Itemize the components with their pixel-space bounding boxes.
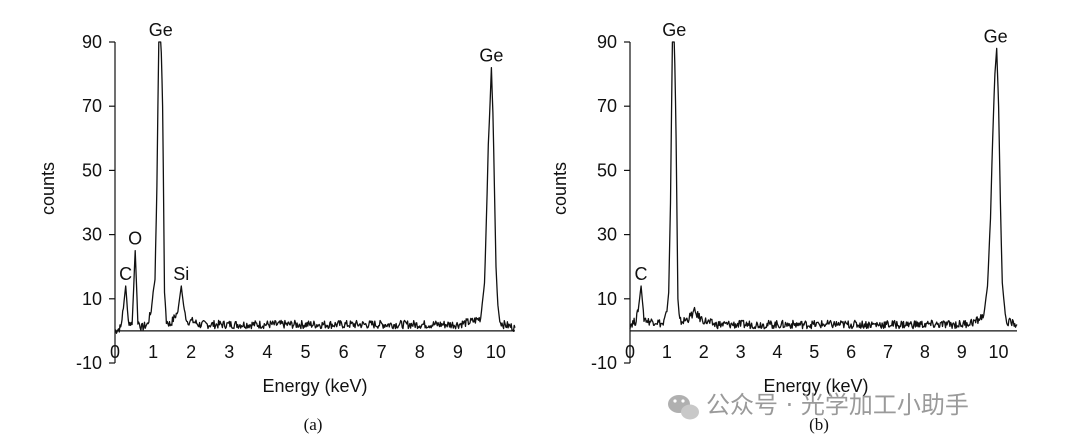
- x-tick-label: 10: [486, 342, 506, 362]
- peak-label: C: [635, 264, 648, 284]
- y-tick-label: 90: [82, 32, 102, 52]
- x-tick-label: 2: [186, 342, 196, 362]
- peak-label: O: [128, 229, 142, 249]
- x-tick-label: 3: [224, 342, 234, 362]
- x-tick-label: 5: [300, 342, 310, 362]
- x-tick-label: 9: [453, 342, 463, 362]
- peak-label: Ge: [149, 20, 173, 40]
- y-tick-label: 70: [82, 96, 102, 116]
- y-tick-label: 10: [82, 289, 102, 309]
- peak-label: Ge: [479, 46, 503, 66]
- watermark: 公众号 · 光学加工小助手: [668, 391, 969, 420]
- x-tick-label: 0: [625, 342, 635, 362]
- x-axis-label: Energy (keV): [262, 376, 367, 396]
- x-tick-label: 10: [989, 342, 1009, 362]
- x-tick-label: 0: [110, 342, 120, 362]
- chart-panel-a: -10 10 30 50 70 90 0 1 2 3 4 5 6 7 8 9 10 Energy (keV) cou…: [38, 20, 516, 434]
- x-tick-label: 6: [339, 342, 349, 362]
- y-axis-label: counts: [550, 162, 570, 215]
- y-tick-label: 10: [597, 289, 617, 309]
- x-tick-label: 7: [883, 342, 893, 362]
- spectrum-line-b: [629, 41, 1018, 330]
- x-tick-label: 6: [846, 342, 856, 362]
- y-tick-label: -10: [76, 353, 102, 373]
- x-tick-label: 5: [809, 342, 819, 362]
- y-axis-label: counts: [38, 162, 58, 215]
- y-tick-label: 50: [597, 160, 617, 180]
- x-tick-label: 4: [262, 342, 272, 362]
- x-tick-label: 1: [662, 342, 672, 362]
- y-tick-label: -10: [591, 353, 617, 373]
- x-tick-label: 3: [736, 342, 746, 362]
- wechat-icon: [668, 395, 699, 420]
- x-tick-label: 2: [699, 342, 709, 362]
- spectrum-line-a: [114, 41, 516, 334]
- peak-label: Ge: [662, 20, 686, 40]
- x-axis-label: Energy (keV): [763, 376, 868, 396]
- x-tick-label: 8: [920, 342, 930, 362]
- peak-label: Si: [173, 264, 189, 284]
- y-tick-label: 50: [82, 160, 102, 180]
- x-tick-label: 8: [415, 342, 425, 362]
- x-tick-label: 4: [772, 342, 782, 362]
- y-tick-label: 90: [597, 32, 617, 52]
- panel-label: (a): [304, 415, 323, 434]
- x-tick-label: 1: [148, 342, 158, 362]
- y-tick-label: 70: [597, 96, 617, 116]
- x-tick-label: 7: [377, 342, 387, 362]
- panel-label: (b): [809, 415, 829, 434]
- chart-panel-b: -10 10 30 50 70 90 0 1 2 3 4 5 6 7 8 9 10 Energy (keV) cou…: [550, 20, 1018, 434]
- peak-label: Ge: [984, 26, 1008, 46]
- y-tick-label: 30: [597, 225, 617, 245]
- y-tick-label: 30: [82, 225, 102, 245]
- peak-label: C: [119, 264, 132, 284]
- x-tick-label: 9: [957, 342, 967, 362]
- watermark-text: 公众号 · 光学加工小助手: [706, 391, 969, 419]
